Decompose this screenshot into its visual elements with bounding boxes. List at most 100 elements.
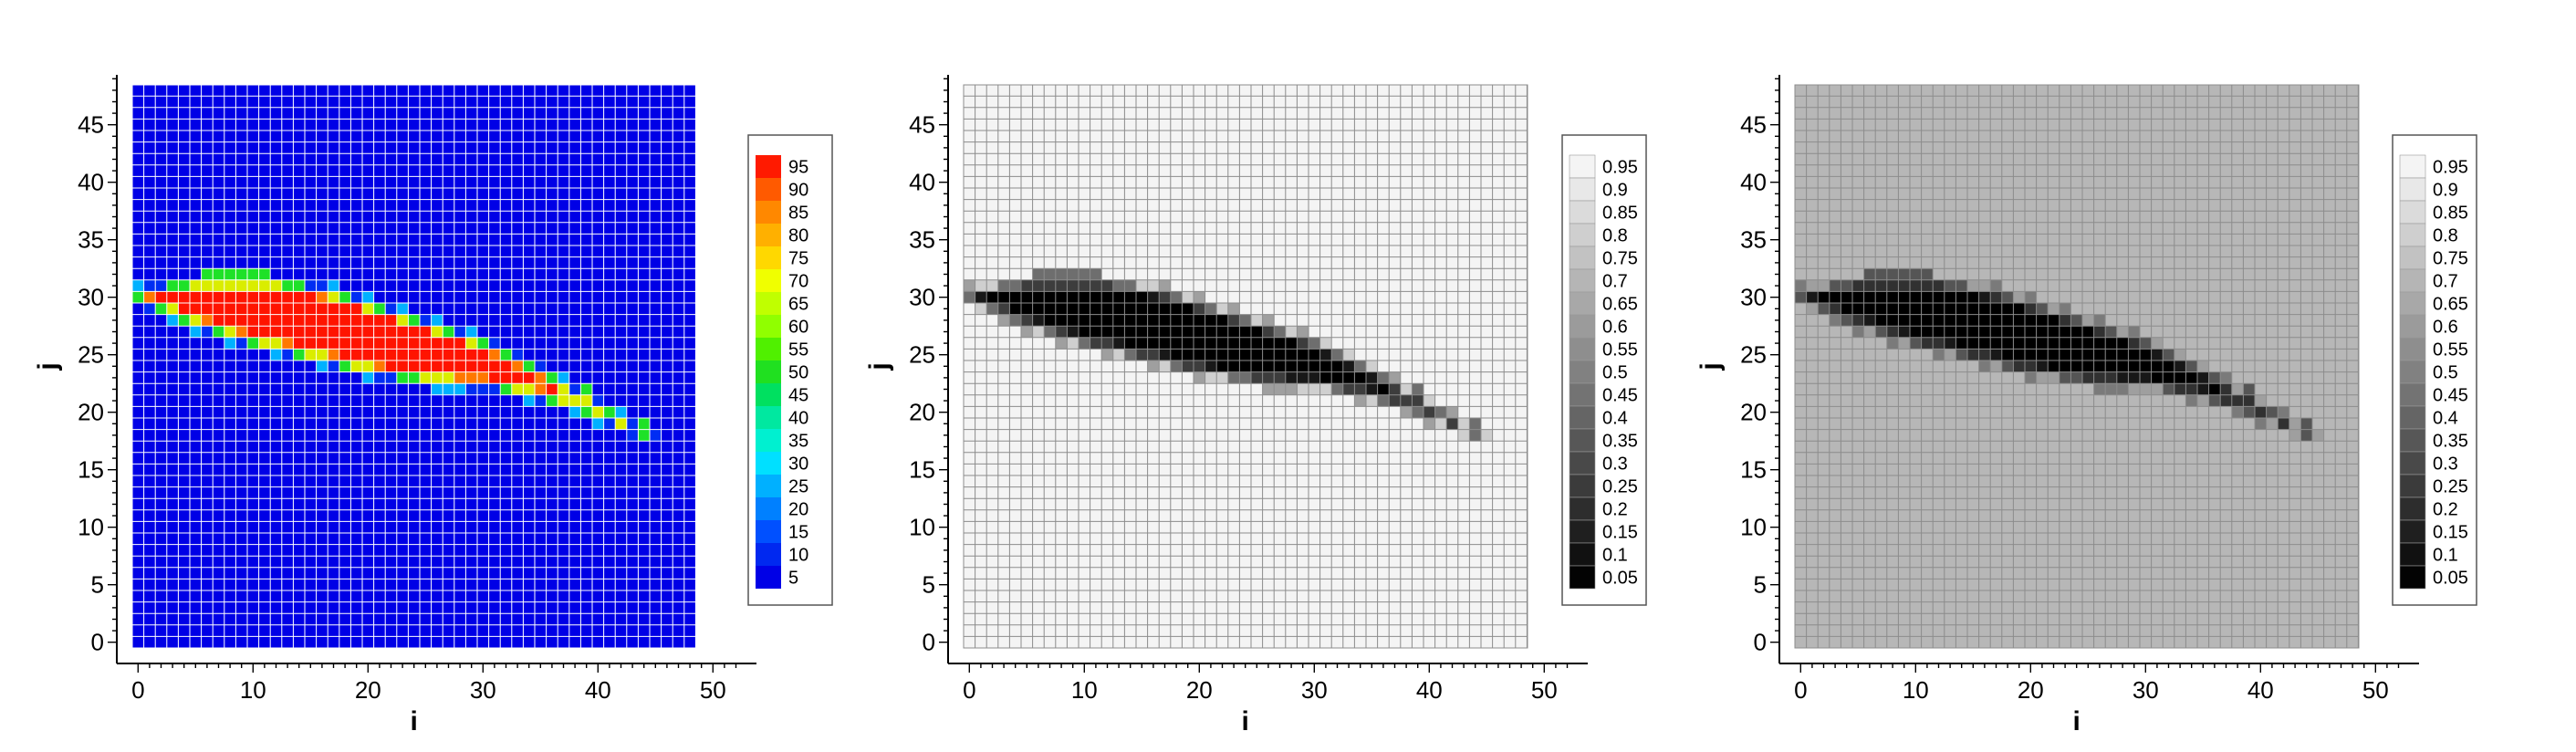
blade-cell [431,326,443,338]
blade-cell [964,279,975,292]
blade-cell [1978,314,1991,327]
colorbar-label: 20 [788,500,808,520]
blade-cell [2128,349,2140,360]
blade-cell [201,279,214,292]
blade-cell [568,406,581,418]
x-axis-label: i [411,706,418,736]
blade-cell [201,303,214,315]
blade-cell [1841,314,1852,327]
blade-cell [1067,326,1079,338]
blade-cell [1898,337,1910,350]
blade-cell [1216,360,1228,372]
blade-cell [166,314,179,327]
blade-cell [1354,394,1366,407]
blade-cell [2116,360,2129,372]
colorbar-swatch [756,475,781,497]
blade-cell [420,314,432,327]
blade-cell [1990,303,2002,315]
blade-cell [580,406,592,418]
blade-cell [1079,291,1090,303]
blade-cell [1342,383,1355,395]
y-tick-label: 30 [78,284,104,311]
blade-cell [1112,337,1125,350]
blade-cell [258,291,271,303]
blade-cell [213,303,224,315]
blade-cell [385,360,397,372]
blade-cell [2048,303,2060,315]
blade-cell [1147,314,1160,327]
blade-cell [1067,279,1079,292]
blade-cell [1112,291,1125,303]
blade-cell [535,383,547,395]
blade-cell [443,360,454,372]
blade-cell [1251,337,1263,350]
blade-cell [465,337,477,350]
blade-cell [986,303,998,315]
blade-cell [2163,383,2174,395]
blade-cell [1331,360,1343,372]
blade-cell [1434,406,1447,418]
colorbar-swatch [1569,245,1596,270]
blade-cell [2231,394,2244,407]
blade-cell [1978,337,1991,350]
colorbar-swatch [1569,565,1596,590]
blade-cell [1136,291,1148,303]
x-tick-label: 20 [2018,676,2044,704]
blade-cell [454,326,466,338]
blade-cell [1205,314,1217,327]
blade-cell [2116,383,2129,395]
blade-cell [293,349,305,360]
blade-cell [178,279,190,292]
blade-cell [328,314,339,327]
blade-cell [1101,349,1113,360]
blade-cell [1159,360,1171,372]
x-tick-label: 50 [2362,676,2389,704]
blade-cell [1147,279,1160,292]
y-tick-label: 45 [78,111,104,139]
blade-cell [339,360,351,372]
blade-cell [431,349,443,360]
colorbar-label: 55 [788,340,808,360]
blade-cell [1978,326,1991,338]
y-tick-label: 30 [909,284,935,311]
blade-cell [224,303,236,315]
blade-cell [2082,360,2094,372]
blade-cell [1274,371,1286,384]
y-tick-label: 40 [78,169,104,196]
blade-cell [281,337,294,350]
blade-cell [350,303,362,315]
y-tick-label: 15 [1740,456,1767,484]
blade-cell [443,349,454,360]
blade-cell [2174,383,2186,395]
blade-cell [2197,383,2209,395]
blade-cell [1090,314,1102,327]
blade-cell [500,360,512,372]
colorbar-swatch [2399,314,2426,339]
blade-cell [362,326,374,338]
blade-cell [2048,326,2060,338]
blade-cell [224,268,236,280]
blade-cell [1366,360,1378,372]
blade-cell [2243,383,2255,395]
colorbar-label: 0.2 [1602,500,1628,520]
blade-cell [1079,303,1090,315]
blade-cell [339,337,351,350]
blade-cell [1309,383,1320,395]
blade-cell [1910,279,1922,292]
blade-cell [1101,303,1113,315]
colorbar-legend: 0.95 0.9 0.850.8 0.75 0.7 0.65 0.60.55 0.5 0.45 0… [1561,134,1647,606]
blade-cell [1933,279,1945,292]
blade-cell [316,326,329,338]
x-tick-label: 30 [470,676,496,704]
blade-cell [1795,279,1807,292]
blade-cell [1124,291,1136,303]
blade-cell [2151,371,2164,384]
blade-cell [2059,314,2071,327]
colorbar-label: 0.25 [1602,477,1638,497]
blade-cell [535,394,547,407]
blade-cell [1875,326,1887,338]
colorbar-label: 10 [788,546,808,566]
colorbar-swatch [1569,291,1596,316]
blade-cell [1886,268,1899,280]
blade-cell [178,303,190,315]
